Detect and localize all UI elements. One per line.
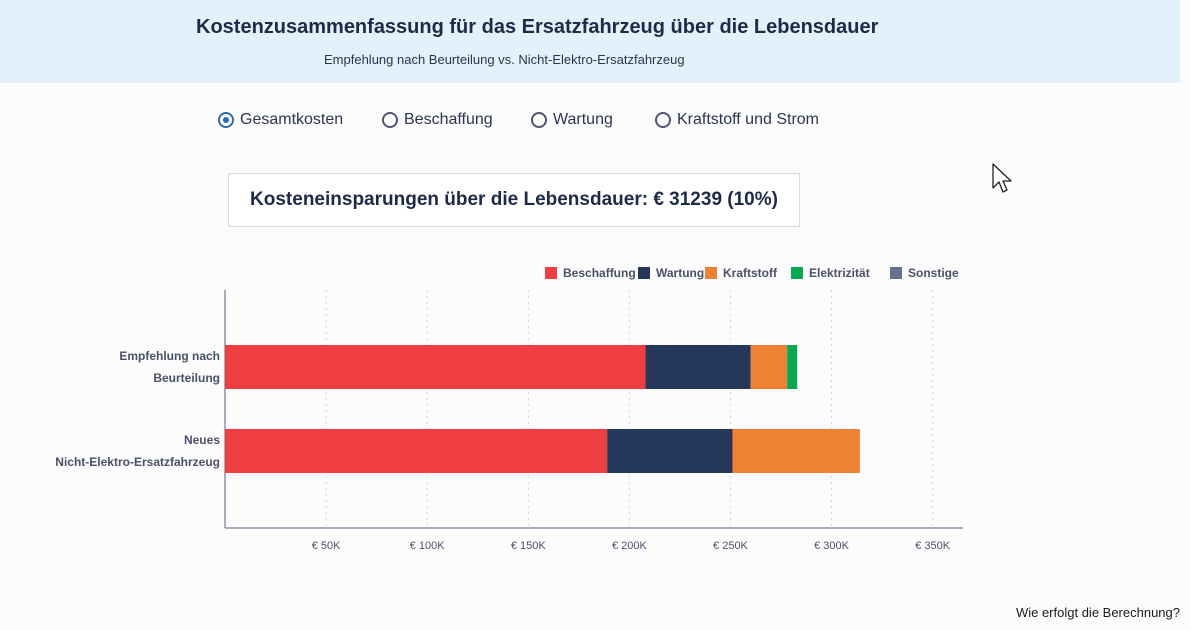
legend-swatch	[791, 267, 803, 279]
x-tick-label: € 100K	[410, 540, 446, 552]
legend-label: Beschaffung	[563, 266, 636, 280]
x-tick-label: € 150K	[511, 540, 547, 552]
radio-indicator	[218, 112, 234, 128]
legend-item-wartung[interactable]: Wartung	[638, 266, 704, 280]
calculation-info-link[interactable]: Wie erfolgt die Berechnung?	[1015, 605, 1180, 620]
y-category-label: Empfehlung nach	[119, 349, 220, 363]
legend-swatch	[705, 267, 717, 279]
radio-label: Beschaffung	[404, 111, 493, 128]
legend-item-beschaffung[interactable]: Beschaffung	[545, 266, 636, 280]
legend-item-elektrizitaet[interactable]: Elektrizität	[791, 266, 870, 280]
legend-swatch	[638, 267, 650, 279]
radio-indicator	[655, 112, 671, 128]
x-tick-label: € 50K	[312, 540, 341, 552]
radio-beschaffung[interactable]: Beschaffung	[382, 111, 493, 129]
radio-label: Kraftstoff und Strom	[677, 111, 819, 128]
legend-swatch	[890, 267, 902, 279]
x-tick-label: € 200K	[612, 540, 648, 552]
radio-label: Gesamtkosten	[240, 111, 344, 128]
legend-label: Elektrizität	[809, 266, 870, 280]
y-category-label: Neues	[184, 433, 220, 447]
header-banner: Kostenzusammenfassung für das Ersatzfahr…	[0, 0, 1180, 83]
legend-label: Wartung	[656, 266, 705, 280]
savings-text: Kosteneinsparungen über die Lebensdauer:…	[250, 189, 778, 210]
radio-gesamtkosten[interactable]: Gesamtkosten	[218, 111, 343, 129]
bar-segment	[750, 345, 788, 389]
radio-kraftstoff-und-strom[interactable]: Kraftstoff und Strom	[655, 111, 819, 129]
cost-bar-chart: € 50K € 100K € 150K € 200K € 250K € 300K € 350…	[55, 290, 963, 552]
x-tick-label: € 350K	[915, 540, 951, 552]
bar-segment	[645, 345, 751, 389]
page-title: Kostenzusammenfassung für das Ersatzfahr…	[196, 16, 879, 38]
x-tick-label: € 300K	[814, 540, 850, 552]
legend-label: Kraftstoff	[723, 266, 777, 280]
bar-segment	[787, 345, 798, 389]
legend-label: Sonstige	[908, 266, 959, 280]
legend-item-sonstige[interactable]: Sonstige	[890, 266, 959, 280]
radio-wartung[interactable]: Wartung	[531, 111, 613, 129]
legend-swatch	[545, 267, 557, 279]
y-category-label: Beurteilung	[153, 371, 220, 385]
radio-label: Wartung	[553, 111, 613, 128]
bar-segment	[225, 345, 646, 389]
x-tick-label: € 250K	[713, 540, 749, 552]
radio-indicator	[531, 112, 547, 128]
page-subtitle: Empfehlung nach Beurteilung vs. Nicht-El…	[324, 52, 685, 67]
savings-summary-box: Kosteneinsparungen über die Lebensdauer:…	[228, 173, 800, 227]
radio-indicator	[382, 112, 398, 128]
bar-segment	[225, 429, 608, 473]
y-category-label: Nicht-Elektro-Ersatzfahrzeug	[55, 455, 220, 469]
mouse-cursor-icon	[992, 163, 1012, 193]
legend-item-kraftstoff[interactable]: Kraftstoff	[705, 266, 777, 280]
bar-segment	[607, 429, 733, 473]
bar-segment	[732, 429, 860, 473]
